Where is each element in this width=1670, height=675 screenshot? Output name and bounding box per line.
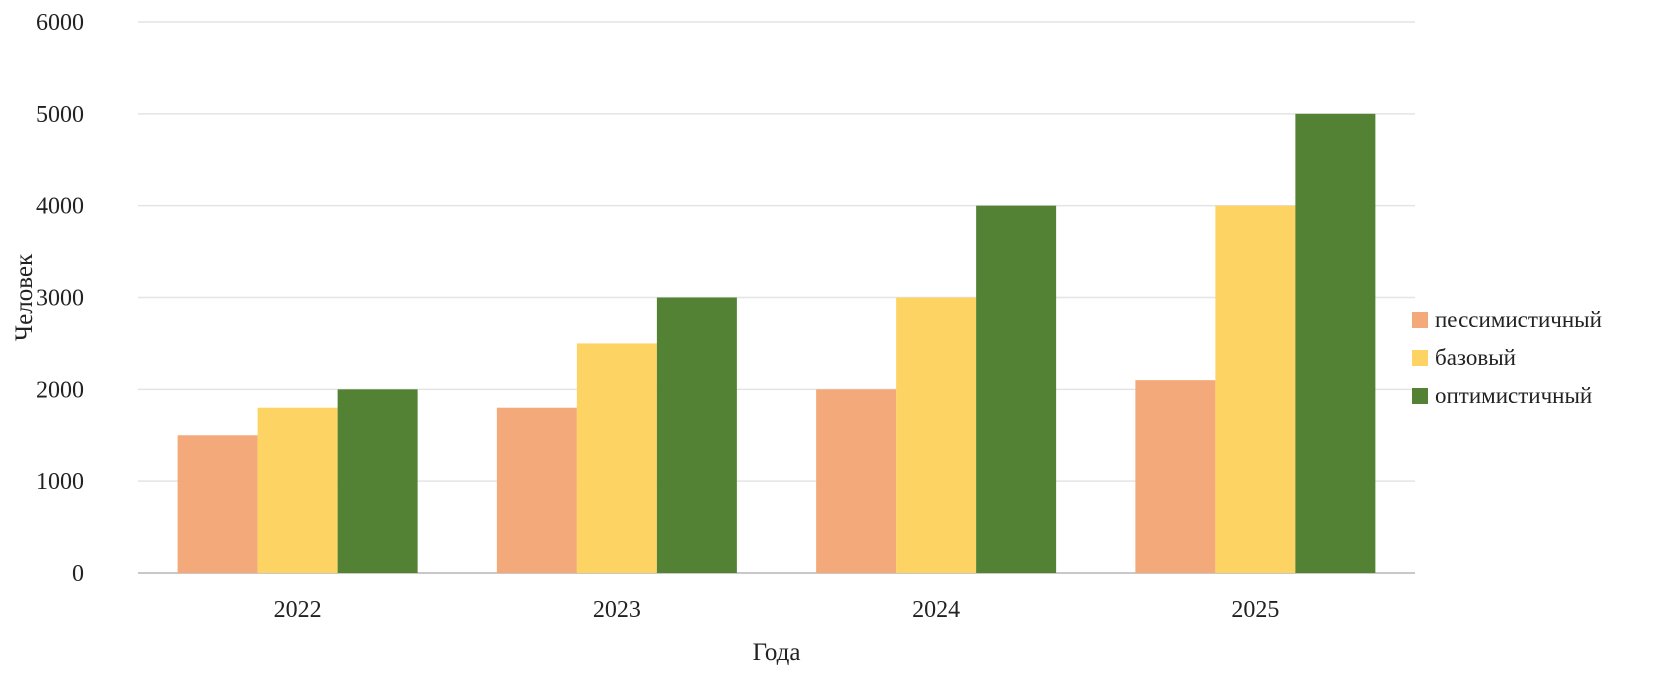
bar-оптимистичный-2022 [337, 389, 418, 573]
x-tick-label: 2022 [274, 597, 322, 623]
bar-оптимистичный-2024 [976, 205, 1057, 573]
y-tick-label: 6000 [36, 10, 84, 36]
bar-базовый-2022 [257, 407, 338, 573]
y-tick-label: 5000 [36, 102, 84, 128]
bar-пессимистичный-2025 [1135, 380, 1216, 573]
y-tick-label: 3000 [36, 286, 84, 312]
y-axis-title: Человек [11, 253, 38, 341]
bar-пессимистичный-2022 [177, 435, 258, 573]
x-tick-label: 2023 [593, 597, 641, 623]
bar-базовый-2024 [896, 297, 977, 573]
y-tick-label: 0 [72, 561, 84, 587]
bar-оптимистичный-2025 [1295, 113, 1376, 573]
bar-пессимистичный-2023 [496, 407, 577, 573]
legend-swatch [1412, 312, 1428, 328]
y-axis-tick-labels: 0 1000 2000 3000 4000 5000 6000 [36, 10, 84, 587]
legend-label: базовый [1435, 345, 1516, 370]
y-tick-label: 2000 [36, 377, 84, 403]
x-axis-tick-labels: 2022 2023 2024 2025 [274, 597, 1280, 623]
legend-swatch [1412, 388, 1428, 404]
x-tick-label: 2024 [912, 597, 960, 623]
legend: пессимистичный базовый оптимистичный [1412, 307, 1602, 408]
x-tick-label: 2025 [1231, 597, 1279, 623]
bar-пессимистичный-2024 [816, 389, 897, 573]
bar-базовый-2025 [1215, 205, 1296, 573]
bar-оптимистичный-2023 [656, 297, 737, 573]
legend-label: оптимистичный [1435, 383, 1592, 408]
x-axis-title: Года [753, 639, 801, 666]
bars [177, 113, 1376, 573]
legend-label: пессимистичный [1435, 307, 1602, 332]
y-tick-label: 4000 [36, 194, 84, 220]
y-tick-label: 1000 [36, 469, 84, 495]
legend-swatch [1412, 350, 1428, 366]
bar-базовый-2023 [576, 343, 657, 573]
